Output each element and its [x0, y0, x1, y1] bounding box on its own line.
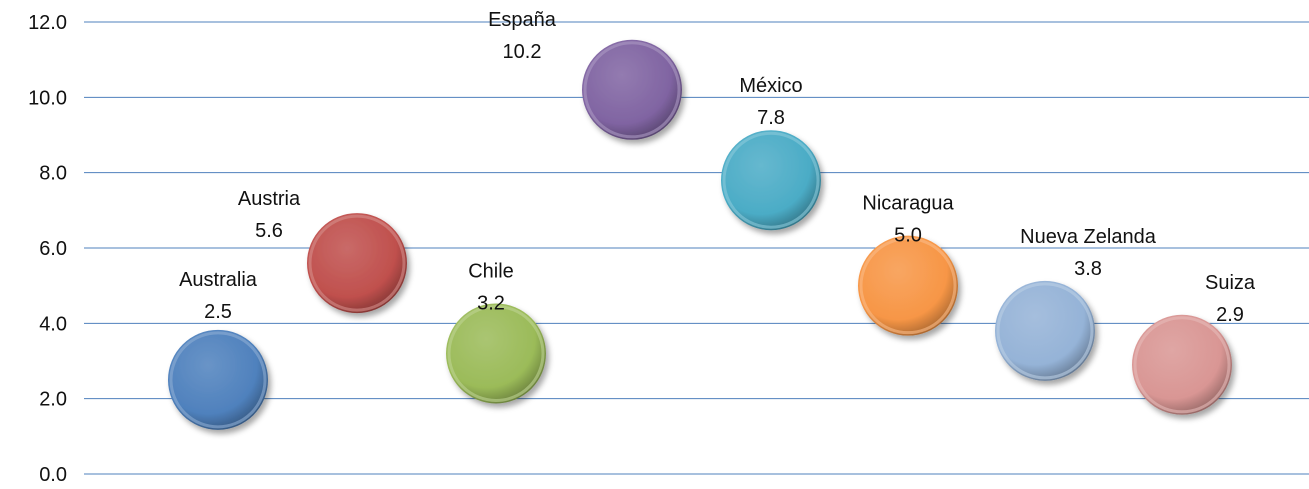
- bubble-chile: [446, 303, 546, 404]
- bubble-circle: [446, 303, 546, 404]
- bubble-value-label: 2.9: [1216, 304, 1244, 326]
- y-tick-label: 8.0: [39, 163, 67, 185]
- bubble-rim: [169, 331, 267, 429]
- bubble-value-label: 2.5: [204, 301, 232, 323]
- bubble-circle: [1132, 314, 1232, 415]
- y-tick-label: 2.0: [39, 389, 67, 411]
- y-tick-label: 12.0: [28, 12, 67, 34]
- bubble-suiza: [1132, 314, 1232, 415]
- bubble-rim: [583, 41, 681, 139]
- bubble-nicaragua: [858, 235, 958, 336]
- y-tick-label: 0.0: [39, 464, 67, 484]
- bubble-value-label: 5.6: [255, 220, 283, 242]
- y-tick-label: 10.0: [28, 87, 67, 109]
- bubble-rim: [1133, 316, 1231, 414]
- y-tick-label: 4.0: [39, 313, 67, 335]
- bubble-circle: [168, 329, 268, 430]
- bubble-category-label: Nueva Zelanda: [1020, 226, 1157, 248]
- bubble-value-label: 10.2: [503, 41, 542, 63]
- bubble-value-label: 7.8: [757, 107, 785, 129]
- gridlines: [84, 21, 1309, 475]
- bubble-españa: [582, 39, 682, 140]
- bubble-circle: [721, 130, 821, 231]
- bubble-circle: [995, 280, 1095, 381]
- y-axis-tick-labels: 0.0 2.0 4.0 6.0 8.0 10.0 12.0: [28, 12, 67, 486]
- bubble-austria: [307, 213, 407, 314]
- bubble-category-label: Austria: [238, 188, 301, 210]
- bubble-nueva-zelanda: [995, 280, 1095, 381]
- bubble-category-label: España: [488, 9, 557, 31]
- bubble-rim: [447, 304, 545, 402]
- bubble-circle: [307, 213, 407, 314]
- bubble-category-label: Suiza: [1205, 272, 1256, 294]
- bubble-category-label: Nicaragua: [862, 193, 954, 215]
- bubble-circle: [582, 39, 682, 140]
- bubble-value-label: 3.8: [1074, 258, 1102, 280]
- bubble-rim: [308, 214, 406, 312]
- bubble-rim: [722, 131, 820, 229]
- bubble-labels: Australia 2.5 Austria 5.6 Chile 3.2 España 10.2…: [179, 9, 1256, 326]
- y-tick-label: 6.0: [39, 238, 67, 260]
- bubbles: [168, 39, 1232, 430]
- bubble-category-label: México: [739, 75, 802, 97]
- bubble-value-label: 3.2: [477, 292, 505, 314]
- bubble-circle: [858, 235, 958, 336]
- bubble-category-label: Chile: [468, 260, 514, 282]
- bubble-australia: [168, 329, 268, 430]
- bubble-rim: [996, 282, 1094, 380]
- bubble-rim: [859, 237, 957, 335]
- bubble-value-label: 5.0: [894, 225, 922, 247]
- bubble-category-label: Australia: [179, 269, 258, 291]
- bubble-méxico: [721, 130, 821, 231]
